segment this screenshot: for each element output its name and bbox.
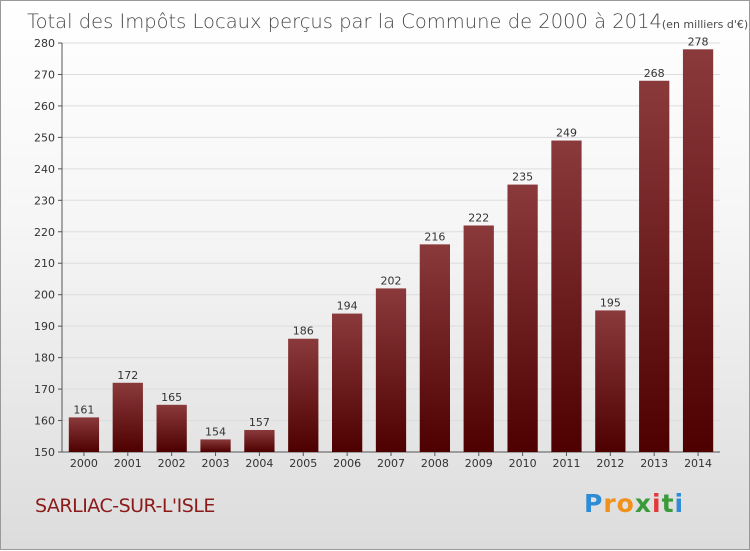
bar-2003	[200, 439, 231, 452]
data-label-2011: 249	[556, 127, 577, 140]
x-tick-label-2007: 2007	[377, 457, 405, 470]
bar-2008	[419, 244, 451, 452]
y-tick-label-280: 280	[34, 37, 55, 50]
chart-title: Total des Impôts Locaux perçus par la Co…	[27, 10, 748, 33]
bar-2007	[375, 288, 407, 452]
bar-2014	[682, 49, 714, 453]
y-tick-label-190: 190	[34, 320, 55, 333]
x-tick-label-2010: 2010	[509, 457, 537, 470]
x-tick-label-2005: 2005	[289, 457, 317, 470]
chart-title-unit: (en milliers d'€)	[662, 18, 748, 31]
data-labels: 161 172 165 154 157 186 194 202 216 222 235 249 195 2…	[73, 35, 708, 438]
logo-letter: t	[661, 489, 675, 518]
y-tick-label-170: 170	[34, 383, 55, 396]
y-tick-label-250: 250	[34, 131, 55, 144]
data-label-2008: 216	[424, 230, 445, 243]
data-label-2014: 278	[688, 35, 709, 48]
data-label-2007: 202	[381, 274, 402, 287]
bar-2000	[68, 417, 100, 452]
data-label-2009: 222	[468, 211, 489, 224]
bar-2006	[331, 313, 363, 452]
x-tick-label-2000: 2000	[70, 457, 98, 470]
commune-name: SARLIAC-SUR-L'ISLE	[35, 495, 215, 517]
logo-letter: P	[584, 489, 604, 518]
y-tick-label-160: 160	[34, 415, 55, 428]
x-tick-label-2009: 2009	[465, 457, 493, 470]
x-tick-label-2006: 2006	[333, 457, 361, 470]
y-tick-label-260: 260	[34, 100, 55, 113]
proxiti-logo: Proxiti	[584, 489, 684, 518]
logo-letter: i	[652, 489, 662, 518]
data-label-2004: 157	[249, 416, 270, 429]
data-label-2006: 194	[337, 300, 358, 313]
x-tick-label-2002: 2002	[158, 457, 186, 470]
bar-2010	[507, 184, 538, 453]
bar-2004	[244, 429, 275, 452]
logo-letter: o	[616, 489, 635, 518]
y-tick-label-200: 200	[34, 289, 55, 302]
bar-2005	[288, 338, 319, 452]
x-tick-label-2014: 2014	[684, 457, 712, 470]
x-tick-label-2011: 2011	[552, 457, 580, 470]
axes: 150 160 170 180 190 200 210 220 230 240 250 260 270 2…	[34, 37, 720, 470]
bar-2002	[156, 404, 187, 452]
x-tick-label-2008: 2008	[421, 457, 449, 470]
bar-2009	[463, 225, 494, 452]
logo-letter: r	[603, 489, 617, 518]
logo-letter: x	[634, 489, 652, 518]
y-tick-label-220: 220	[34, 226, 55, 239]
bars	[68, 49, 714, 453]
bar-2012	[595, 310, 626, 452]
x-tick-label-2003: 2003	[202, 457, 230, 470]
y-tick-label-270: 270	[34, 68, 55, 81]
data-label-2010: 235	[512, 171, 533, 184]
data-label-2001: 172	[117, 369, 138, 382]
data-label-2003: 154	[205, 425, 226, 438]
y-tick-label-240: 240	[34, 163, 55, 176]
x-tick-label-2012: 2012	[596, 457, 624, 470]
x-tick-label-2013: 2013	[640, 457, 668, 470]
y-tick-label-230: 230	[34, 194, 55, 207]
data-label-2013: 268	[644, 67, 665, 80]
y-tick-label-210: 210	[34, 257, 55, 270]
data-label-2002: 165	[161, 391, 182, 404]
data-label-2012: 195	[600, 296, 621, 309]
bar-2013	[639, 80, 670, 452]
bar-2011	[551, 140, 582, 452]
logo-letter: i	[674, 489, 685, 518]
y-tick-label-180: 180	[34, 352, 55, 365]
x-tick-label-2001: 2001	[114, 457, 142, 470]
y-tick-label-150: 150	[34, 446, 55, 459]
data-label-2005: 186	[293, 325, 314, 338]
bar-2001	[112, 382, 143, 452]
data-label-2000: 161	[73, 403, 94, 416]
x-tick-label-2004: 2004	[245, 457, 273, 470]
chart-title-main: Total des Impôts Locaux perçus par la Co…	[27, 10, 662, 33]
